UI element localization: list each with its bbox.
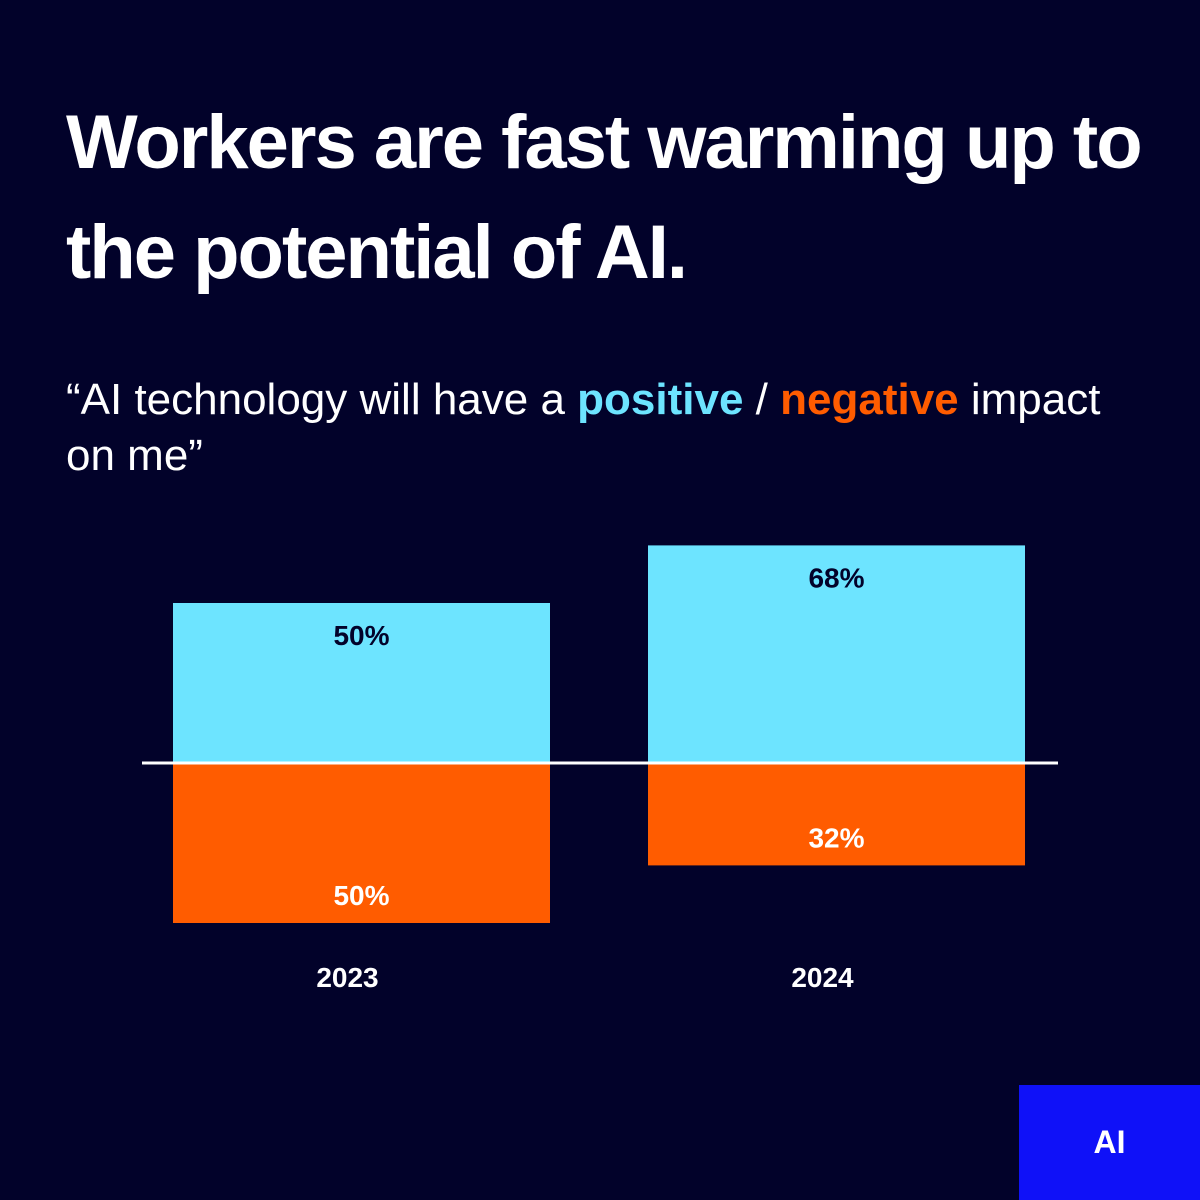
bar-positive-2023 xyxy=(173,603,550,763)
separator: / xyxy=(743,375,781,424)
ai-badge-label: AI xyxy=(1093,1124,1126,1160)
close-quote: ” xyxy=(188,431,203,480)
bar-negative-2023 xyxy=(173,763,550,923)
bar-negative-2024 xyxy=(648,763,1025,866)
category-label-2024: 2024 xyxy=(791,962,854,993)
question-suffix: impact on me xyxy=(66,375,1101,480)
open-quote: “ xyxy=(66,375,81,424)
chart-title: Workers are fast warming up to the poten… xyxy=(66,100,1143,295)
ai-badge: AI xyxy=(1019,1085,1200,1200)
positive-word: positive xyxy=(577,375,744,424)
negative-word: negative xyxy=(780,375,959,424)
label-negative-2023: 50% xyxy=(333,880,389,911)
question-text: “AI technology will have a positive / ne… xyxy=(66,372,1146,484)
label-positive-2024: 68% xyxy=(808,562,864,593)
label-positive-2023: 50% xyxy=(333,620,389,651)
bar-positive-2024 xyxy=(648,545,1025,763)
question-prefix: AI technology will have a xyxy=(80,375,578,424)
label-negative-2024: 32% xyxy=(808,822,864,853)
category-label-2023: 2023 xyxy=(316,962,378,993)
